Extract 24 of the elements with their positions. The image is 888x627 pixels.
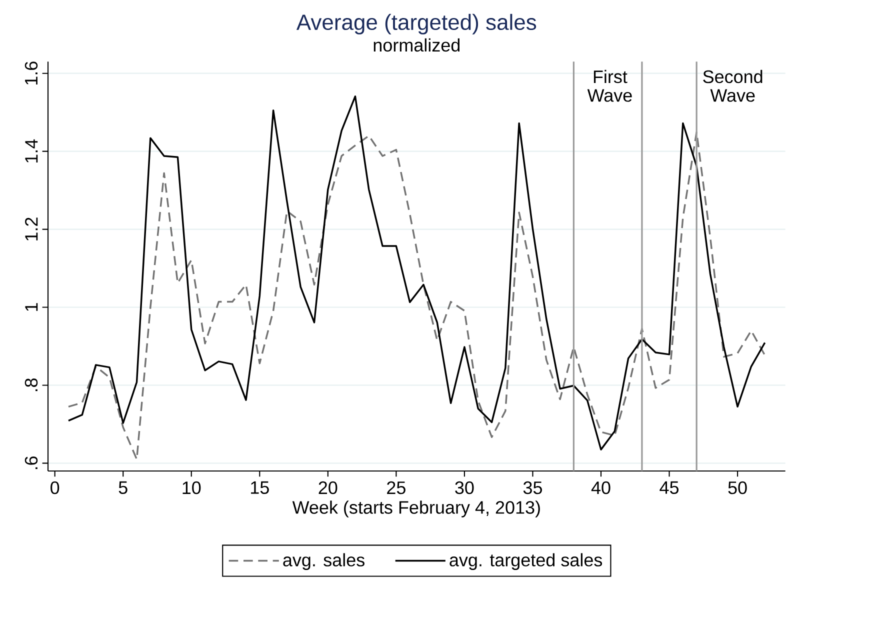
ref-line-label: First Wave [587, 70, 632, 102]
y-tick-label: 1.6 [24, 62, 38, 84]
legend-label: avg. targeted sales [450, 553, 602, 570]
x-tick-label: 5 [118, 481, 128, 494]
x-tick-label: 10 [182, 481, 201, 494]
y-tick-label: .6 [24, 456, 38, 470]
x-tick-label: 45 [660, 481, 679, 494]
legend-label: avg. sales [283, 553, 364, 570]
y-tick-label: 1.4 [25, 139, 38, 162]
x-tick-label: 35 [523, 481, 542, 494]
x-tick-label: 25 [387, 481, 406, 494]
y-tick-label: .8 [24, 378, 38, 392]
y-tick-label: 1.2 [25, 218, 38, 240]
x-tick-label: 40 [591, 481, 610, 494]
x-tick-label: 15 [251, 481, 269, 494]
chart-subtitle: normalized [374, 38, 460, 52]
x-tick-label: 30 [455, 481, 474, 494]
x-tick-label: 20 [318, 481, 338, 494]
x-tick-label: 50 [728, 481, 747, 494]
ref-line-label: Second Wave [703, 70, 762, 102]
x-axis-title: Week (starts February 4, 2013) [292, 500, 540, 518]
x-tick-label: 0 [50, 481, 60, 494]
y-tick-label: 1 [25, 303, 38, 311]
chart-title: Average (targeted) sales [296, 14, 536, 34]
